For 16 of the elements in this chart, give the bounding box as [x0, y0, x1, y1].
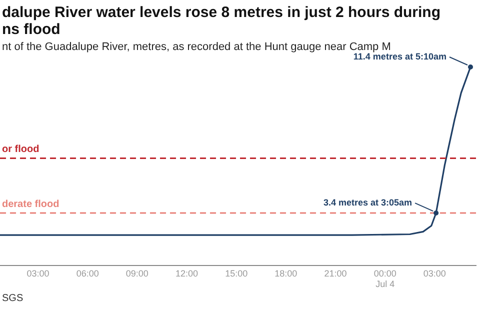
x-tick-label: 06:00	[76, 268, 99, 278]
x-tick-label: 15:00	[225, 268, 248, 278]
x-tick-label: 03:00	[26, 268, 50, 278]
x-tick-label: 09:00	[126, 268, 148, 278]
x-tick-label: 12:00	[176, 268, 198, 278]
ref-line-label: or flood	[2, 144, 40, 156]
chart-subtitle: nt of the Guadalupe River, metres, as recorded at the Hunt gauge near Camp M	[1, 40, 392, 53]
annotation: 11.4 metres at 5:10am	[353, 51, 446, 62]
x-tick-label: 18:00	[274, 268, 298, 278]
text: SGS	[1, 293, 24, 304]
ref-line-label: derate flood	[2, 198, 60, 210]
x-tick-label: 21:00	[324, 268, 347, 278]
chart-title: dalupe River water levels rose 8 metres in just 2 hours during ns flood	[1, 3, 442, 38]
annotation: 3.4 metres at 3:05am	[323, 198, 412, 208]
x-tick-label: 03:00	[423, 268, 446, 278]
x-tick-label: 00:00 Jul 4	[374, 268, 396, 290]
